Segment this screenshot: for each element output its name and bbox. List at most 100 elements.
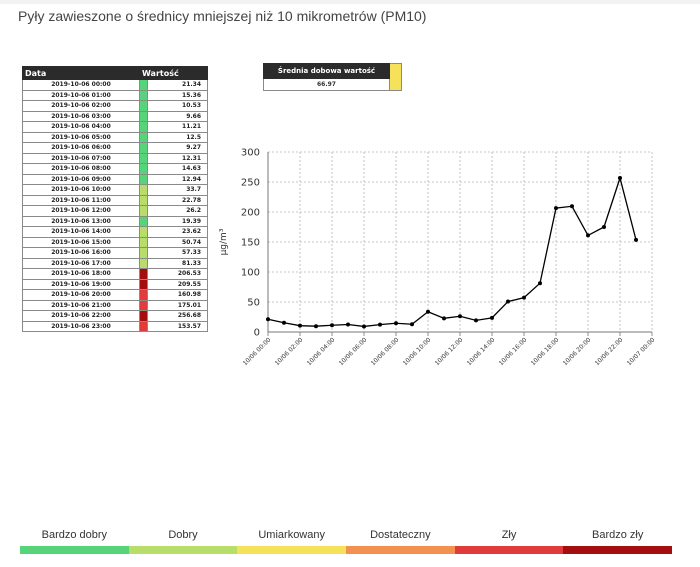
cell-date: 2019-10-06 11:00 (22, 194, 140, 206)
cell-value: 23.62 (147, 226, 208, 238)
cell-date: 2019-10-06 13:00 (22, 215, 140, 227)
cell-date: 2019-10-06 06:00 (22, 142, 140, 154)
header-date: Data (22, 66, 140, 80)
data-point (314, 324, 318, 329)
x-tick-label: 10/06 10:00 (402, 336, 433, 367)
cell-date: 2019-10-06 18:00 (22, 268, 140, 280)
cell-quality-color (139, 257, 148, 269)
cell-date: 2019-10-06 22:00 (22, 310, 140, 322)
cell-quality-color (139, 89, 148, 101)
table-row: 2019-10-06 11:00 22.78 (22, 194, 208, 206)
scale-item: Dostateczny (346, 528, 455, 554)
cell-date: 2019-10-06 14:00 (22, 226, 140, 238)
cell-quality-color (139, 268, 148, 280)
table-row: 2019-10-06 15:00 50.74 (22, 236, 208, 248)
table-row: 2019-10-06 14:00 23.62 (22, 226, 208, 238)
data-point (586, 233, 590, 238)
table-row: 2019-10-06 19:00 209.55 (22, 278, 208, 290)
data-point (490, 315, 494, 320)
table-row: 2019-10-06 22:00 256.68 (22, 310, 208, 322)
cell-date: 2019-10-06 08:00 (22, 163, 140, 175)
cell-quality-color (139, 299, 148, 311)
table-row: 2019-10-06 03:00 9.66 (22, 110, 208, 122)
x-tick-label: 10/06 20:00 (562, 336, 593, 367)
cell-date: 2019-10-06 15:00 (22, 236, 140, 248)
cell-value: 11.21 (147, 121, 208, 133)
x-tick-label: 10/06 02:00 (274, 336, 305, 367)
cell-date: 2019-10-06 20:00 (22, 289, 140, 301)
cell-quality-color (139, 163, 148, 175)
cell-value: 206.53 (147, 268, 208, 280)
cell-date: 2019-10-06 12:00 (22, 205, 140, 217)
cell-date: 2019-10-06 23:00 (22, 320, 140, 332)
cell-value: 22.78 (147, 194, 208, 206)
scale-color-bar (454, 546, 564, 554)
table-row: 2019-10-06 01:00 15.36 (22, 89, 208, 101)
data-point (442, 316, 446, 321)
cell-quality-color (139, 152, 148, 164)
cell-quality-color (139, 142, 148, 154)
cell-value: 33.7 (147, 184, 208, 196)
cell-date: 2019-10-06 09:00 (22, 173, 140, 185)
data-point (378, 322, 382, 327)
cell-date: 2019-10-06 19:00 (22, 278, 140, 290)
series-line (267, 175, 637, 328)
cell-quality-color (139, 184, 148, 196)
data-point (506, 299, 510, 304)
cell-value: 15.36 (147, 89, 208, 101)
scale-item: Zły (454, 528, 564, 554)
scale-color-bar (237, 546, 347, 554)
scale-item: Umiarkowany (237, 528, 347, 554)
cell-date: 2019-10-06 07:00 (22, 152, 140, 164)
x-tick-labels: 10/06 00:00 10/06 02:00 10/06 04:00 10/06 0… (242, 336, 657, 367)
x-tick-label: 10/06 14:00 (466, 336, 497, 367)
x-tick-label: 10/06 18:00 (530, 336, 561, 367)
data-point (266, 317, 270, 322)
cell-value: 19.39 (147, 215, 208, 227)
y-tick-label: 250 (241, 178, 260, 189)
table-row: 2019-10-06 12:00 26.2 (22, 205, 208, 217)
cell-date: 2019-10-06 03:00 (22, 110, 140, 122)
header-value: Wartość (139, 66, 208, 80)
table-row: 2019-10-06 13:00 19.39 (22, 215, 208, 227)
table-row: 2019-10-06 16:00 57.33 (22, 247, 208, 259)
cell-value: 12.31 (147, 152, 208, 164)
cell-quality-color (139, 100, 148, 112)
data-point (602, 224, 606, 229)
table-row: 2019-10-06 07:00 12.31 (22, 152, 208, 164)
data-point (362, 324, 366, 329)
cell-quality-color (139, 226, 148, 238)
data-point (618, 175, 622, 180)
table-row: 2019-10-06 06:00 9.27 (22, 142, 208, 154)
cell-quality-color (139, 205, 148, 217)
table-row: 2019-10-06 08:00 14.63 (22, 163, 208, 175)
table-row: 2019-10-06 02:00 10.53 (22, 100, 208, 112)
scale-item: Bardzo zły (563, 528, 673, 554)
table-row: 2019-10-06 17:00 81.33 (22, 257, 208, 269)
cell-value: 26.2 (147, 205, 208, 217)
cell-date: 2019-10-06 16:00 (22, 247, 140, 259)
y-tick-label: 200 (241, 208, 260, 219)
cell-value: 12.5 (147, 131, 208, 143)
scale-color-bar (128, 546, 238, 554)
scale-label: Bardzo zły (592, 529, 644, 541)
scale-item: Dobry (128, 528, 238, 554)
table-row: 2019-10-06 23:00 153.57 (22, 320, 208, 332)
data-point (330, 323, 334, 328)
cell-date: 2019-10-06 05:00 (22, 131, 140, 143)
x-tick-label: 10/06 08:00 (370, 336, 401, 367)
cell-quality-color (139, 289, 148, 301)
table-row: 2019-10-06 21:00 175.01 (22, 299, 208, 311)
table-row: 2019-10-06 05:00 12.5 (22, 131, 208, 143)
x-tick-label: 10/07 00:00 (626, 336, 657, 367)
table-row: 2019-10-06 20:00 160.98 (22, 289, 208, 301)
data-point (538, 281, 542, 286)
cell-date: 2019-10-06 02:00 (22, 100, 140, 112)
data-point (426, 309, 430, 314)
data-point (522, 295, 526, 300)
daily-average-label: Średnia dobowa wartość (263, 63, 390, 79)
scale-label: Dostateczny (370, 529, 431, 541)
cell-quality-color (139, 320, 148, 332)
table-row: 2019-10-06 09:00 12.94 (22, 173, 208, 185)
scale-item: Bardzo dobry (20, 528, 129, 554)
